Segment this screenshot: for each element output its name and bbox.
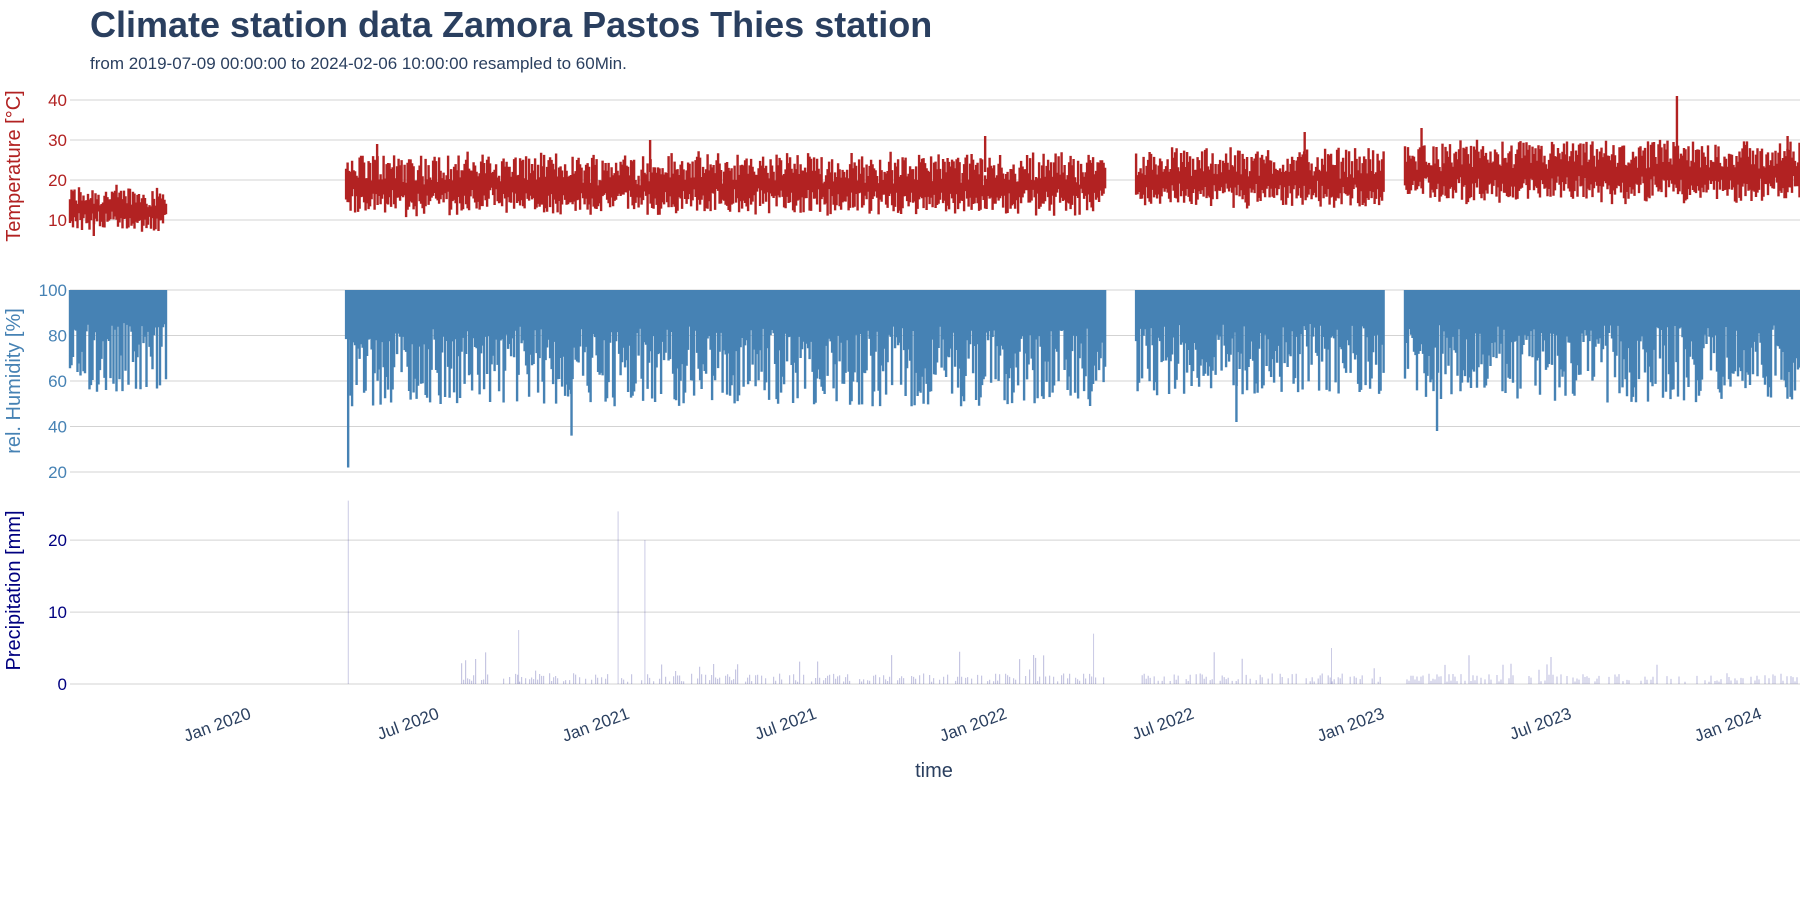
x-tick-label: Jan 2021	[560, 704, 632, 746]
series-temperature-segment	[1403, 139, 1800, 205]
x-tick-label: Jan 2023	[1314, 704, 1386, 746]
y-tick-label-precipitation: 0	[58, 675, 67, 694]
series-humidity-segment	[1134, 290, 1385, 396]
y-tick-label-temperature: 30	[48, 131, 67, 150]
series-temperature-segment	[68, 184, 168, 232]
x-tick-label: Jul 2023	[1507, 704, 1574, 744]
y-tick-label-humidity: 40	[48, 418, 67, 437]
series-temperature-segment	[1134, 147, 1385, 209]
y-tick-label-precipitation: 20	[48, 531, 67, 550]
chart-title: Climate station data Zamora Pastos Thies…	[90, 4, 933, 45]
series-precipitation-segment	[1406, 655, 1798, 684]
series-humidity-segment	[68, 290, 168, 392]
y-axis-title-precipitation: Precipitation [mm]	[3, 510, 25, 670]
x-tick-label: Jul 2022	[1130, 704, 1197, 744]
y-tick-label-precipitation: 10	[48, 603, 67, 622]
y-tick-label-humidity: 80	[48, 327, 67, 346]
series-temperature-segment	[344, 151, 1107, 218]
series-humidity	[68, 290, 1800, 468]
series-precipitation	[347, 500, 1798, 684]
y-tick-label-temperature: 40	[48, 91, 67, 110]
y-axis-title-temperature: Temperature [°C]	[3, 90, 25, 241]
x-tick-label: Jul 2020	[375, 704, 442, 744]
y-tick-label-temperature: 10	[48, 211, 67, 230]
x-tick-label: Jan 2022	[937, 704, 1009, 746]
y-tick-label-temperature: 20	[48, 171, 67, 190]
chart-subtitle: from 2019-07-09 00:00:00 to 2024-02-06 1…	[90, 54, 627, 73]
x-tick-label: Jan 2020	[181, 704, 253, 746]
series-precipitation-segment	[461, 651, 1105, 684]
y-tick-label-humidity: 20	[48, 463, 67, 482]
y-tick-label-humidity: 100	[39, 281, 67, 300]
x-tick-label: Jan 2024	[1692, 704, 1764, 746]
x-tick-label: Jul 2021	[752, 704, 819, 744]
series-precipitation-segment	[1141, 652, 1381, 684]
series-layer	[68, 96, 1800, 684]
x-axis-title: time	[915, 760, 953, 782]
series-humidity-segment	[1403, 290, 1800, 403]
series-temperature	[68, 96, 1800, 236]
y-tick-label-humidity: 60	[48, 372, 67, 391]
series-humidity-segment	[344, 290, 1107, 407]
y-axis-title-humidity: rel. Humidity [%]	[3, 308, 25, 454]
